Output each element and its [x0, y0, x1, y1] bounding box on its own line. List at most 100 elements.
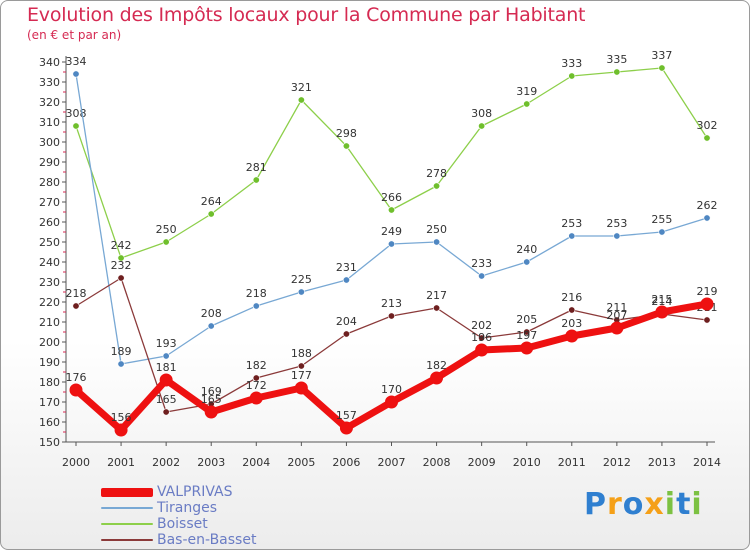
y-tick-label: 200 — [39, 336, 60, 349]
data-point-boisset — [658, 64, 666, 72]
y-tick-label: 230 — [39, 276, 60, 289]
y-tick-label: 260 — [39, 216, 60, 229]
data-label-tiranges: 231 — [336, 261, 357, 274]
data-point-bas-en-basset — [162, 408, 170, 416]
y-tick-label: 310 — [39, 116, 60, 129]
data-label-tiranges: 255 — [651, 213, 672, 226]
data-label-tiranges: 218 — [246, 287, 267, 300]
data-label-bas-en-basset: 182 — [246, 359, 267, 372]
proxiti-logo: Proxiti — [584, 487, 703, 522]
x-tick-label: 2013 — [648, 456, 676, 469]
data-point-boisset — [342, 142, 350, 150]
data-label-valprivas: 197 — [516, 329, 537, 342]
data-label-tiranges: 262 — [697, 199, 718, 212]
data-point-bas-en-basset — [342, 330, 350, 338]
chart-title: Evolution des Impôts locaux pour la Comm… — [27, 4, 586, 26]
logo-letter: r — [607, 487, 623, 522]
y-tick-label: 180 — [39, 376, 60, 389]
data-point-boisset — [703, 134, 711, 142]
data-point-boisset — [162, 238, 170, 246]
data-label-valprivas: 203 — [561, 317, 582, 330]
data-point-tiranges — [207, 322, 215, 330]
data-point-bas-en-basset — [117, 274, 125, 282]
data-point-tiranges — [72, 70, 80, 78]
x-tick-label: 2010 — [513, 456, 541, 469]
data-label-valprivas: 165 — [201, 393, 222, 406]
data-point-tiranges — [342, 276, 350, 284]
data-label-bas-en-basset: 214 — [651, 295, 672, 308]
data-point-valprivas — [114, 423, 128, 437]
data-label-boisset: 264 — [201, 195, 222, 208]
y-tick-label: 300 — [39, 136, 60, 149]
data-point-boisset — [387, 206, 395, 214]
data-label-bas-en-basset: 211 — [606, 301, 627, 314]
data-label-boisset: 308 — [471, 107, 492, 120]
x-tick-label: 2005 — [287, 456, 315, 469]
data-label-boisset: 278 — [426, 167, 447, 180]
data-point-tiranges — [387, 240, 395, 248]
y-tick-label: 290 — [39, 156, 60, 169]
data-point-boisset — [433, 182, 441, 190]
y-tick-label: 320 — [39, 96, 60, 109]
data-point-valprivas — [610, 321, 624, 335]
data-point-tiranges — [568, 232, 576, 240]
chart-subtitle: (en € et par an) — [27, 28, 122, 42]
data-point-boisset — [117, 254, 125, 262]
data-label-valprivas: 181 — [156, 361, 177, 374]
data-label-boisset: 335 — [606, 53, 627, 66]
data-point-tiranges — [117, 360, 125, 368]
data-point-bas-en-basset — [252, 374, 260, 382]
data-label-boisset: 333 — [561, 57, 582, 70]
y-tick-label: 270 — [39, 196, 60, 209]
y-tick-label: 240 — [39, 256, 60, 269]
logo-letter: i — [664, 487, 677, 522]
data-label-tiranges: 193 — [156, 337, 177, 350]
x-tick-label: 2009 — [468, 456, 496, 469]
data-point-tiranges — [162, 352, 170, 360]
x-tick-label: 2004 — [242, 456, 270, 469]
logo-letter: o — [622, 487, 645, 522]
data-point-tiranges — [523, 258, 531, 266]
y-tick-label: 150 — [39, 436, 60, 449]
data-point-tiranges — [478, 272, 486, 280]
data-point-valprivas — [475, 343, 489, 357]
data-label-boisset: 266 — [381, 191, 402, 204]
data-point-valprivas — [700, 297, 714, 311]
x-tick-label: 2002 — [152, 456, 180, 469]
legend-swatch — [101, 487, 153, 497]
x-tick-label: 2008 — [423, 456, 451, 469]
data-label-bas-en-basset: 213 — [381, 297, 402, 310]
data-point-bas-en-basset — [478, 334, 486, 342]
x-tick-label: 2001 — [107, 456, 135, 469]
legend-swatch — [101, 523, 153, 525]
data-label-bas-en-basset: 165 — [156, 393, 177, 406]
data-point-valprivas — [565, 329, 579, 343]
y-tick-label: 160 — [39, 416, 60, 429]
data-label-valprivas: 157 — [336, 409, 357, 422]
data-label-tiranges: 225 — [291, 273, 312, 286]
data-label-valprivas: 172 — [246, 379, 267, 392]
data-point-valprivas — [249, 391, 263, 405]
y-tick-label: 280 — [39, 176, 60, 189]
x-tick-label: 2000 — [62, 456, 90, 469]
data-point-valprivas — [339, 421, 353, 435]
data-point-boisset — [207, 210, 215, 218]
data-label-boisset: 302 — [697, 119, 718, 132]
data-label-bas-en-basset: 218 — [66, 287, 87, 300]
data-point-valprivas — [294, 381, 308, 395]
data-point-bas-en-basset — [297, 362, 305, 370]
data-point-boisset — [523, 100, 531, 108]
x-tick-label: 2003 — [197, 456, 225, 469]
legend-label: Boisset — [157, 516, 208, 532]
data-point-boisset — [568, 72, 576, 80]
data-point-tiranges — [297, 288, 305, 296]
data-point-bas-en-basset — [703, 316, 711, 324]
data-label-valprivas: 177 — [291, 369, 312, 382]
data-point-valprivas — [69, 383, 83, 397]
data-label-tiranges: 249 — [381, 225, 402, 238]
data-point-boisset — [478, 122, 486, 130]
data-label-tiranges: 233 — [471, 257, 492, 270]
data-label-bas-en-basset: 232 — [111, 259, 132, 272]
data-point-boisset — [72, 122, 80, 130]
